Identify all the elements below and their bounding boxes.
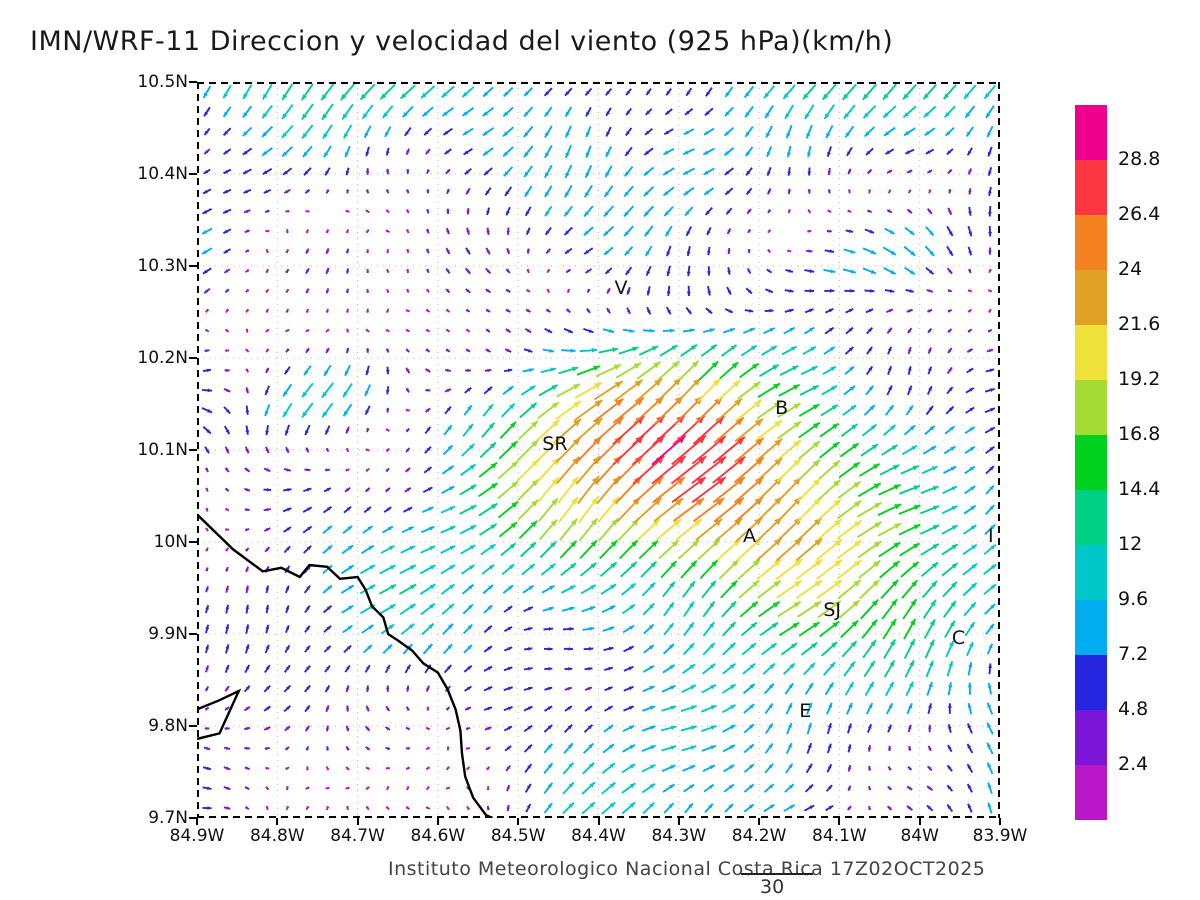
colorbar-band-6 (1075, 435, 1107, 490)
colorbar-band-10 (1075, 655, 1107, 710)
x-axis-tickmark (838, 818, 841, 825)
page-title: IMN/WRF-11 Direccion y velocidad del vie… (30, 26, 894, 57)
y-axis-tickmark (189, 265, 197, 267)
colorbar-band-1 (1075, 160, 1107, 215)
colorbar-band-4 (1075, 325, 1107, 380)
colorbar-tick-21.6: 21.6 (1118, 313, 1161, 335)
x-axis-tickmark (999, 818, 1001, 825)
x-axis-tickmark (356, 818, 359, 825)
colorbar-tick-2.4: 2.4 (1118, 753, 1149, 775)
city-label-B: B (775, 396, 789, 419)
x-axis-tickmark (597, 818, 600, 825)
x-axis-tickmark (758, 818, 761, 825)
colorbar-band-7 (1075, 490, 1107, 545)
y-axis-tick-10N: 10N (153, 532, 188, 552)
y-axis-tickmark (189, 357, 197, 359)
y-axis-tickmark (189, 725, 197, 727)
colorbar-tick-4.8: 4.8 (1118, 698, 1149, 720)
wind-field-svg (197, 82, 1000, 818)
y-axis-tick-10.3N: 10.3N (137, 256, 188, 276)
reference-vector-label: 30 (760, 876, 785, 898)
colorbar-tick-26.4: 26.4 (1118, 203, 1161, 225)
city-label-SR: SR (542, 433, 568, 456)
x-axis-tick-84.1W: 84.1W (812, 826, 867, 846)
x-axis-tickmark (517, 818, 520, 825)
colorbar-tick-24: 24 (1118, 258, 1143, 280)
wind-vectors (201, 83, 997, 815)
coastline-inlet-path (197, 688, 242, 741)
colorbar-tick-7.2: 7.2 (1118, 643, 1149, 665)
x-axis-tickmark (677, 818, 680, 825)
x-axis-tick-84.3W: 84.3W (651, 826, 707, 846)
footer-credit: Instituto Meteorologico Nacional Costa R… (388, 858, 986, 880)
x-axis-tickmark (918, 818, 921, 825)
colorbar-band-11 (1075, 710, 1107, 765)
colorbar-tick-19.2: 19.2 (1118, 368, 1161, 390)
y-axis-tickmark (189, 541, 197, 543)
colorbar-band-0 (1075, 105, 1107, 160)
colorbar-tick-12: 12 (1118, 533, 1143, 555)
colorbar-band-9 (1075, 600, 1107, 655)
colorbar-band-3 (1075, 270, 1107, 325)
colorbar-band-5 (1075, 380, 1107, 435)
x-axis-tick-84.6W: 84.6W (410, 826, 466, 846)
x-axis-tick-84.8W: 84.8W (249, 826, 305, 846)
colorbar-tick-28.8: 28.8 (1118, 148, 1161, 170)
x-axis-tick-84.4W: 84.4W (571, 826, 626, 846)
city-label-A: A (743, 525, 757, 548)
x-axis-tick-84.2W: 84.2W (731, 826, 787, 846)
colorbar-band-12 (1075, 765, 1107, 820)
city-label-C: C (951, 626, 966, 649)
x-axis-tickmark (276, 818, 279, 825)
colorbar-band-2 (1075, 215, 1107, 270)
colorbar[interactable] (1074, 104, 1108, 820)
colorbar-tick-16.8: 16.8 (1118, 423, 1161, 445)
x-axis-tick-84.5W: 84.5W (490, 826, 546, 846)
x-axis-tick-84.7W: 84.7W (330, 826, 385, 846)
colorbar-tick-14.4: 14.4 (1118, 478, 1161, 500)
y-axis-tickmark (189, 817, 197, 819)
wind-vector-plot[interactable] (197, 82, 1000, 818)
city-label-E: E (799, 700, 812, 723)
y-axis-tick-10.4N: 10.4N (137, 164, 188, 184)
y-axis-tickmark (189, 633, 197, 635)
y-axis-tick-9.8N: 9.8N (148, 716, 188, 736)
colorbar-tick-9.6: 9.6 (1118, 588, 1149, 610)
y-axis-tickmark (189, 173, 197, 175)
x-axis-tickmark (196, 818, 198, 825)
city-label-SJ: SJ (823, 599, 841, 621)
reference-vector-arrow (741, 873, 813, 875)
city-label-I: I (987, 525, 994, 548)
grid-lines (197, 82, 1000, 818)
x-axis-tickmark (436, 818, 439, 825)
coastline-path (197, 513, 493, 818)
y-axis-tickmark (189, 449, 197, 451)
x-axis-tick-84.9W: 84.9W (169, 826, 225, 846)
y-axis-tick-10.5N: 10.5N (137, 72, 188, 92)
colorbar-band-8 (1075, 545, 1107, 600)
y-axis-tick-10.2N: 10.2N (137, 348, 188, 368)
y-axis-tick-9.7N: 9.7N (148, 808, 188, 828)
x-axis-tick-83.9W: 83.9W (972, 826, 1028, 846)
y-axis-tick-10.1N: 10.1N (137, 440, 188, 460)
city-label-V: V (614, 277, 628, 299)
y-axis-tick-9.9N: 9.9N (148, 624, 188, 644)
y-axis-tickmark (189, 81, 197, 83)
x-axis-tick-84W: 84W (900, 826, 939, 846)
